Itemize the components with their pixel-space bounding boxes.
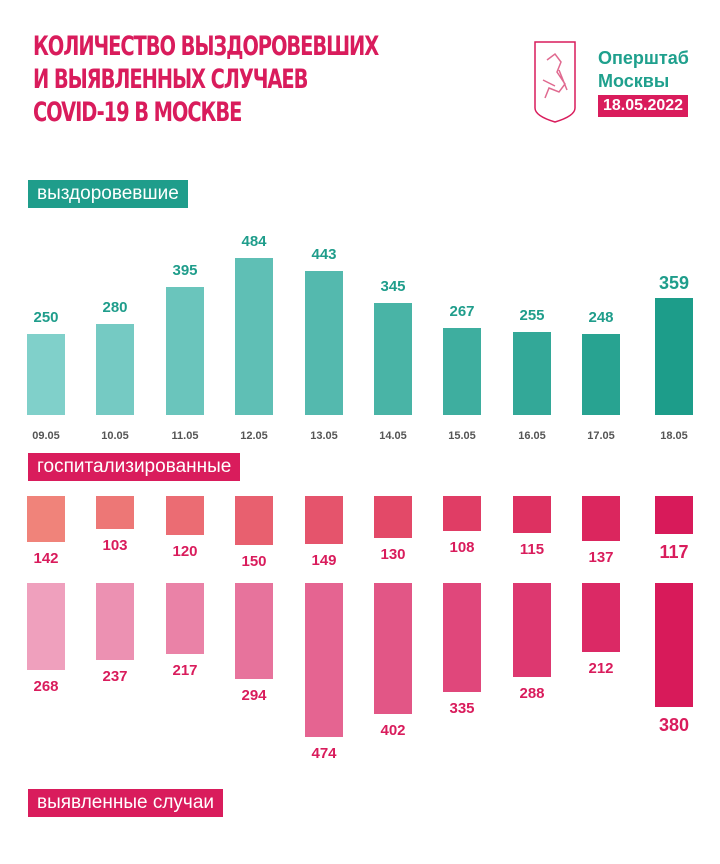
hospitalized-bar <box>235 496 273 545</box>
moscow-emblem-icon <box>534 41 576 123</box>
hospitalized-value: 142 <box>33 550 59 568</box>
recovered-bar <box>166 286 204 415</box>
recovered-value: 345 <box>380 277 406 295</box>
recovered-bar <box>235 257 273 415</box>
date-label: 13.05 <box>310 430 338 442</box>
cases-value: 288 <box>519 684 545 702</box>
hospitalized-value: 130 <box>380 546 406 564</box>
hospitalized-bar <box>655 496 693 535</box>
hospitalized-bar <box>27 496 65 543</box>
cases-bar <box>655 583 693 707</box>
cases-label: выявленные случаи <box>28 789 224 817</box>
hospitalized-value: 103 <box>102 537 128 555</box>
date-label: 12.05 <box>240 430 268 442</box>
cases-bar <box>27 583 65 671</box>
cases-bar <box>443 583 481 692</box>
date-label: 18.05 <box>660 430 688 442</box>
cases-value: 268 <box>33 678 59 696</box>
recovered-label: выздоровевшие <box>28 180 188 208</box>
recovered-value: 359 <box>658 273 690 294</box>
cases-value: 212 <box>588 659 614 677</box>
hospitalized-bar <box>582 496 620 541</box>
hospitalized-bar <box>305 496 343 545</box>
hospitalized-label: госпитализированные <box>28 453 241 481</box>
recovered-value: 255 <box>519 307 545 325</box>
hospitalized-value: 117 <box>659 542 689 563</box>
org-line: Москвы <box>598 71 670 91</box>
recovered-bar <box>374 302 412 415</box>
cases-value: 474 <box>311 745 337 763</box>
cases-bar <box>513 583 551 677</box>
hospitalized-value: 108 <box>449 539 475 557</box>
cases-value: 294 <box>241 686 267 704</box>
recovered-bar <box>96 324 134 415</box>
cases-value: 237 <box>102 668 128 686</box>
recovered-value: 267 <box>449 303 475 321</box>
hospitalized-bar <box>96 496 134 530</box>
date-label: 16.05 <box>518 430 546 442</box>
cases-value: 402 <box>380 721 406 739</box>
recovered-value: 484 <box>241 232 267 250</box>
recovered-value: 250 <box>33 308 59 326</box>
org-line: Оперштаб <box>598 48 689 68</box>
cases-bar <box>374 583 412 714</box>
hospitalized-bar <box>374 496 412 539</box>
cases-value: 217 <box>172 661 198 679</box>
title-line: COVID-19 В МОСКВЕ <box>33 97 242 128</box>
recovered-bar <box>305 271 343 415</box>
hospitalized-value: 137 <box>588 548 614 566</box>
hospitalized-value: 150 <box>241 552 267 570</box>
cases-value: 335 <box>449 699 475 717</box>
date-label: 17.05 <box>587 430 615 442</box>
recovered-value: 280 <box>102 299 128 316</box>
recovered-bar <box>513 332 551 415</box>
cases-bar <box>582 583 620 652</box>
recovered-value: 443 <box>311 246 337 264</box>
hospitalized-bar <box>443 496 481 532</box>
cases-bar <box>166 583 204 654</box>
recovered-bar <box>655 298 693 415</box>
hospitalized-bar <box>166 496 204 535</box>
hospitalized-value: 149 <box>311 552 337 570</box>
cases-value: 380 <box>658 714 690 735</box>
recovered-bar <box>27 333 65 415</box>
hospitalized-bar <box>513 496 551 534</box>
title-line: КОЛИЧЕСТВО ВЫЗДОРОВЕВШИХ <box>33 31 379 62</box>
cases-bar <box>96 583 134 661</box>
date-label: 14.05 <box>379 430 407 442</box>
org-name: Оперштаб Москвы <box>598 47 689 93</box>
title-line: И ВЫЯВЛЕННЫХ СЛУЧАЕВ <box>33 64 308 95</box>
page-title: КОЛИЧЕСТВО ВЫЗДОРОВЕВШИХ И ВЫЯВЛЕННЫХ СЛ… <box>33 30 379 129</box>
recovered-value: 395 <box>172 261 198 279</box>
recovered-bar <box>582 334 620 415</box>
cases-bar <box>235 583 273 679</box>
recovered-bar <box>443 328 481 415</box>
date-label: 09.05 <box>32 430 60 442</box>
recovered-value: 248 <box>588 309 614 327</box>
hospitalized-value: 115 <box>519 541 545 559</box>
cases-bar <box>305 583 343 738</box>
date-label: 11.05 <box>171 430 199 442</box>
hospitalized-value: 120 <box>172 543 198 560</box>
date-label: 15.05 <box>448 430 476 442</box>
date-label: 10.05 <box>101 430 129 442</box>
date-badge: 18.05.2022 <box>598 95 689 117</box>
